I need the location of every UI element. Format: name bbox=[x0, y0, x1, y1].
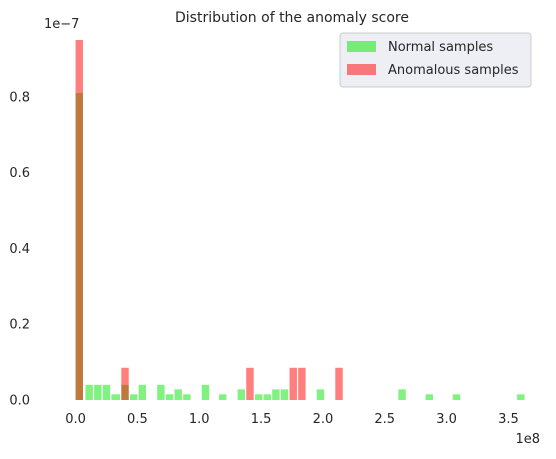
legend: Normal samples Anomalous samples bbox=[339, 32, 532, 88]
bar-normal bbox=[398, 389, 406, 400]
bar-normal bbox=[157, 384, 165, 400]
x-scale-note: 1e8 bbox=[515, 432, 540, 447]
bar-normal bbox=[102, 384, 111, 400]
x-tick-label: 2.0 bbox=[313, 412, 334, 427]
x-tick-label: 1.5 bbox=[251, 412, 272, 427]
x-tick-label: 3.0 bbox=[436, 412, 457, 427]
y-tick-label: 0.6 bbox=[9, 166, 30, 181]
x-tick-label: 0.5 bbox=[127, 412, 148, 427]
bar-normal bbox=[219, 394, 227, 400]
bar-normal bbox=[138, 384, 147, 400]
bar-normal bbox=[111, 394, 121, 400]
x-axis-ticks: 0.0 0.5 1.0 1.5 2.0 2.5 3.0 3.5 bbox=[65, 412, 519, 427]
bar-anomalous bbox=[298, 367, 306, 400]
bar-anomalous bbox=[75, 40, 83, 400]
bar-normal bbox=[272, 389, 280, 400]
bar-normal bbox=[425, 394, 433, 400]
y-tick-label: 0.8 bbox=[9, 90, 30, 105]
bar-normal bbox=[237, 389, 245, 400]
legend-swatch-normal bbox=[347, 41, 376, 52]
y-tick-label: 0.0 bbox=[9, 394, 30, 409]
y-axis-ticks: 0.0 0.2 0.4 0.6 0.8 bbox=[9, 90, 30, 408]
y-tick-label: 0.4 bbox=[9, 242, 30, 257]
bar-normal bbox=[129, 394, 138, 400]
x-tick-label: 2.5 bbox=[374, 412, 395, 427]
bar-normal bbox=[254, 394, 263, 400]
y-scale-note: 1e−7 bbox=[44, 17, 79, 32]
bar-normal bbox=[263, 394, 271, 400]
y-tick-label: 0.2 bbox=[9, 318, 30, 333]
bar-normal bbox=[517, 394, 525, 400]
histogram-bars bbox=[75, 40, 525, 400]
bar-normal bbox=[201, 384, 210, 400]
bar-normal bbox=[165, 394, 174, 400]
chart-title: Distribution of the anomaly score bbox=[175, 10, 409, 26]
legend-label-anomalous: Anomalous samples bbox=[388, 63, 519, 78]
legend-label-normal: Normal samples bbox=[388, 40, 493, 55]
x-tick-label: 0.0 bbox=[65, 412, 86, 427]
legend-swatch-anomalous bbox=[347, 64, 376, 75]
bar-anomalous bbox=[335, 367, 343, 400]
legend-box bbox=[339, 32, 532, 88]
bar-normal bbox=[174, 389, 182, 400]
bar-normal bbox=[452, 394, 461, 400]
bar-anomalous bbox=[289, 367, 297, 400]
bar-normal bbox=[85, 384, 93, 400]
bar-normal bbox=[183, 394, 191, 400]
x-tick-label: 1.0 bbox=[189, 412, 210, 427]
bar-normal bbox=[316, 389, 325, 400]
bar-normal bbox=[94, 384, 102, 400]
bar-normal bbox=[280, 389, 289, 400]
x-tick-label: 3.5 bbox=[498, 412, 519, 427]
bar-anomalous bbox=[121, 367, 129, 400]
bar-anomalous bbox=[246, 367, 254, 400]
